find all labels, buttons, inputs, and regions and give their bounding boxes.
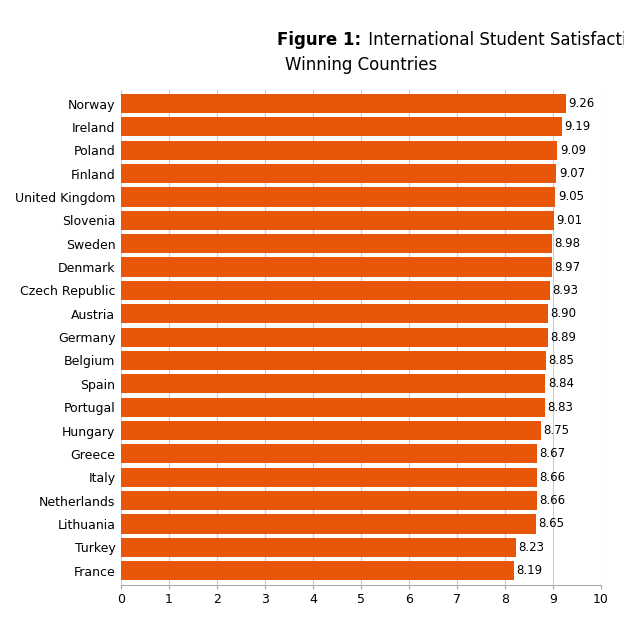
Text: 8.66: 8.66 — [539, 494, 565, 507]
Text: 8.75: 8.75 — [544, 424, 570, 437]
Text: 9.26: 9.26 — [568, 97, 594, 110]
Text: 9.07: 9.07 — [559, 167, 585, 180]
Bar — [121, 397, 545, 417]
Text: 9.09: 9.09 — [560, 143, 586, 156]
Bar — [121, 468, 537, 487]
Text: 8.66: 8.66 — [539, 471, 565, 484]
Bar — [121, 421, 541, 440]
Bar — [121, 258, 552, 276]
Bar — [121, 304, 548, 324]
Text: 9.05: 9.05 — [558, 191, 584, 204]
Bar — [121, 281, 550, 300]
Text: 8.23: 8.23 — [519, 541, 545, 554]
Bar — [121, 94, 565, 113]
Text: 8.85: 8.85 — [548, 354, 574, 367]
Bar — [121, 211, 553, 230]
Text: Winning Countries: Winning Countries — [285, 56, 437, 74]
Bar — [121, 117, 562, 137]
Text: 8.83: 8.83 — [547, 401, 573, 414]
Bar — [121, 538, 516, 557]
Text: 9.19: 9.19 — [565, 120, 591, 134]
Text: 8.67: 8.67 — [540, 447, 566, 460]
Text: 8.65: 8.65 — [539, 517, 565, 530]
Bar — [121, 514, 536, 533]
Bar — [121, 491, 537, 510]
Bar — [121, 234, 552, 253]
Text: International Student Satisfaction Awards 2016 -: International Student Satisfaction Award… — [363, 31, 624, 49]
Text: Figure 1:: Figure 1: — [277, 31, 361, 49]
Bar — [121, 351, 546, 370]
Text: 8.97: 8.97 — [554, 261, 580, 273]
Text: 8.98: 8.98 — [555, 237, 580, 250]
Bar — [121, 444, 537, 463]
Text: 8.19: 8.19 — [517, 564, 543, 577]
Text: 8.90: 8.90 — [550, 307, 577, 320]
Text: 9.01: 9.01 — [556, 214, 582, 227]
Bar — [121, 164, 557, 183]
Bar — [121, 188, 555, 207]
Text: 8.93: 8.93 — [552, 284, 578, 297]
Text: 8.89: 8.89 — [550, 330, 576, 343]
Text: 8.84: 8.84 — [548, 378, 573, 391]
Bar — [121, 561, 514, 580]
Bar — [121, 327, 548, 347]
Bar — [121, 374, 545, 393]
Bar — [121, 141, 557, 160]
